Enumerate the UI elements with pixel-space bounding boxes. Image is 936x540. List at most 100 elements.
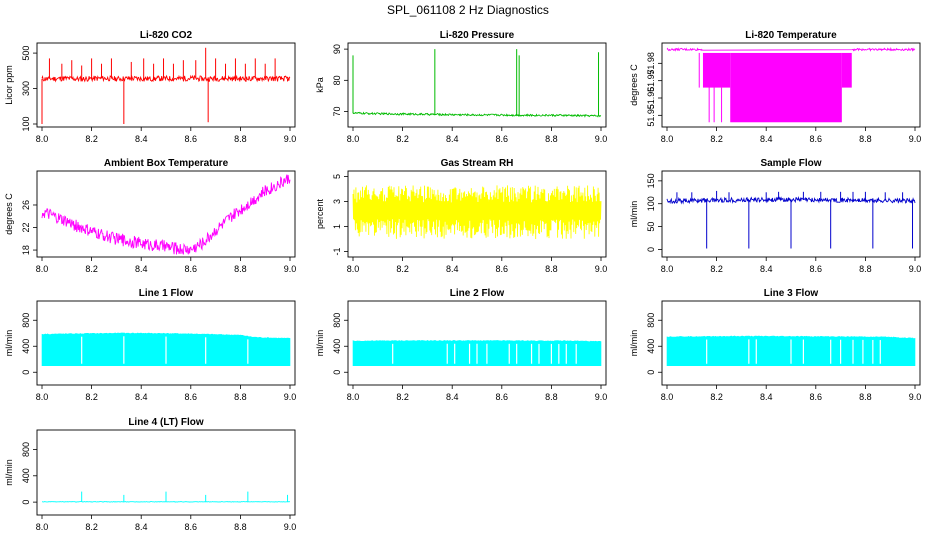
panel-title: Ambient Box Temperature xyxy=(104,158,229,169)
x-tick-label: 8.0 xyxy=(661,134,674,144)
panel-title: Sample Flow xyxy=(760,158,821,169)
plot-frame xyxy=(36,300,296,386)
panel-4: Ambient Box Temperature degrees C 8.0 8.2 8.… xyxy=(4,158,296,274)
y-tick-label: 400 xyxy=(332,339,342,354)
x-tick-label: 8.6 xyxy=(496,264,509,274)
fill-region xyxy=(730,52,842,123)
x-tick-label: 9.0 xyxy=(595,392,608,402)
panel-title: Gas Stream RH xyxy=(441,158,514,169)
x-tick-label: 8.8 xyxy=(234,392,247,402)
y-tick-label: 18 xyxy=(21,245,31,255)
y-tick-label: 800 xyxy=(21,313,31,328)
y-tick-label: 26 xyxy=(21,200,31,210)
plot-area xyxy=(666,190,916,249)
plot-area xyxy=(41,491,291,503)
panel-8: Line 2 Flow ml/min 8.0 8.2 8.4 8.6 8.8 9.0 0 400 8… xyxy=(315,288,607,402)
y-tick-label: 0 xyxy=(21,500,31,505)
x-tick-label: 8.4 xyxy=(135,522,148,532)
plot-area xyxy=(41,332,291,367)
fill-region xyxy=(841,52,852,88)
x-tick-label: 8.0 xyxy=(36,134,49,144)
x-tick-label: 9.0 xyxy=(909,134,922,144)
x-tick-label: 8.8 xyxy=(545,392,558,402)
panel-9: Line 3 Flow ml/min 8.0 8.2 8.4 8.6 8.8 9.0 0 400 8… xyxy=(629,288,921,402)
y-tick-label: 50 xyxy=(646,222,656,232)
x-tick-label: 8.2 xyxy=(85,522,98,532)
y-axis-label: ml/min xyxy=(4,459,14,486)
x-tick-label: 8.0 xyxy=(347,264,360,274)
panel-10: Line 4 (LT) Flow ml/min 8.0 8.2 8.4 8.6 8.8 9.0… xyxy=(4,417,296,532)
x-tick-label: 8.2 xyxy=(396,134,409,144)
panel-title: Line 3 Flow xyxy=(764,288,819,299)
plot-frame xyxy=(36,170,296,258)
x-tick-label: 8.2 xyxy=(710,134,723,144)
y-tick-label: 3 xyxy=(332,199,342,204)
panel-7: Line 1 Flow ml/min 8.0 8.2 8.4 8.6 8.8 9.0 0 400 8… xyxy=(4,288,296,402)
panel-5: Gas Stream RH percent 8.0 8.2 8.4 8.6 8.8 9.0 -1… xyxy=(315,158,607,274)
y-tick-label: 0 xyxy=(332,370,342,375)
y-tick-label: 800 xyxy=(21,442,31,457)
plot-area xyxy=(41,47,291,124)
x-tick-label: 8.6 xyxy=(496,134,509,144)
x-tick-label: 9.0 xyxy=(284,392,297,402)
y-tick-label: 1 xyxy=(332,224,342,229)
x-tick-label: 8.6 xyxy=(185,392,198,402)
x-tick-label: 8.6 xyxy=(185,522,198,532)
y-tick-label: -1 xyxy=(332,247,342,255)
x-tick-label: 8.0 xyxy=(347,134,360,144)
x-tick-label: 8.8 xyxy=(234,522,247,532)
y-tick-label: 22 xyxy=(21,223,31,233)
fill-region xyxy=(702,52,731,88)
series-line xyxy=(666,47,916,52)
y-tick-label: 400 xyxy=(646,339,656,354)
y-tick-label: 100 xyxy=(21,116,31,131)
y-tick-label: 500 xyxy=(21,46,31,61)
x-tick-label: 8.4 xyxy=(760,134,773,144)
y-tick-label: 800 xyxy=(646,313,656,328)
x-tick-label: 8.8 xyxy=(859,264,872,274)
x-tick-label: 9.0 xyxy=(284,134,297,144)
plot-area xyxy=(666,47,916,123)
x-tick-label: 8.0 xyxy=(36,264,49,274)
series-line xyxy=(352,111,602,118)
x-tick-label: 8.2 xyxy=(396,264,409,274)
x-tick-label: 9.0 xyxy=(284,264,297,274)
y-axis-label: ml/min xyxy=(629,330,639,357)
y-tick-label: 400 xyxy=(21,468,31,483)
y-tick-label: 70 xyxy=(332,107,342,117)
y-tick-label: 150 xyxy=(646,173,656,188)
plot-frame xyxy=(36,429,296,516)
plot-frame xyxy=(347,300,607,386)
x-tick-label: 8.0 xyxy=(347,392,360,402)
panel-title: Li-820 CO2 xyxy=(140,30,193,41)
y-tick-label: 51.97 xyxy=(646,69,656,92)
panel-2: Li-820 Pressure kPa 8.0 8.2 8.4 8.6 8.8 9.0 70 80… xyxy=(315,30,607,144)
y-tick-label: 51.95 xyxy=(646,104,656,127)
panel-title: Line 2 Flow xyxy=(450,288,505,299)
panel-title: Line 4 (LT) Flow xyxy=(128,417,204,428)
y-tick-label: 800 xyxy=(332,313,342,328)
series-line xyxy=(352,185,602,240)
y-tick-label: 400 xyxy=(21,339,31,354)
x-tick-label: 8.6 xyxy=(810,264,823,274)
plot-frame xyxy=(347,170,607,258)
x-tick-label: 8.4 xyxy=(446,392,459,402)
y-tick-label: 51.96 xyxy=(646,87,656,110)
figure-title: SPL_061108 2 Hz Diagnostics xyxy=(387,3,549,17)
y-tick-label: 80 xyxy=(332,75,342,85)
panel-title: Li-820 Temperature xyxy=(745,30,837,41)
panel-1: Li-820 CO2 Licor ppm 8.0 8.2 8.4 8.6 8.8 9.0 100… xyxy=(4,30,296,144)
x-tick-label: 8.2 xyxy=(710,264,723,274)
y-tick-label: 0 xyxy=(646,370,656,375)
y-axis-label: percent xyxy=(315,198,325,229)
y-tick-label: 0 xyxy=(646,247,656,252)
y-axis-label: Licor ppm xyxy=(4,65,14,105)
x-tick-label: 8.2 xyxy=(710,392,723,402)
x-tick-label: 8.4 xyxy=(135,392,148,402)
x-tick-label: 8.4 xyxy=(446,134,459,144)
x-tick-label: 8.0 xyxy=(661,264,674,274)
x-tick-label: 8.8 xyxy=(234,134,247,144)
x-tick-label: 9.0 xyxy=(909,264,922,274)
